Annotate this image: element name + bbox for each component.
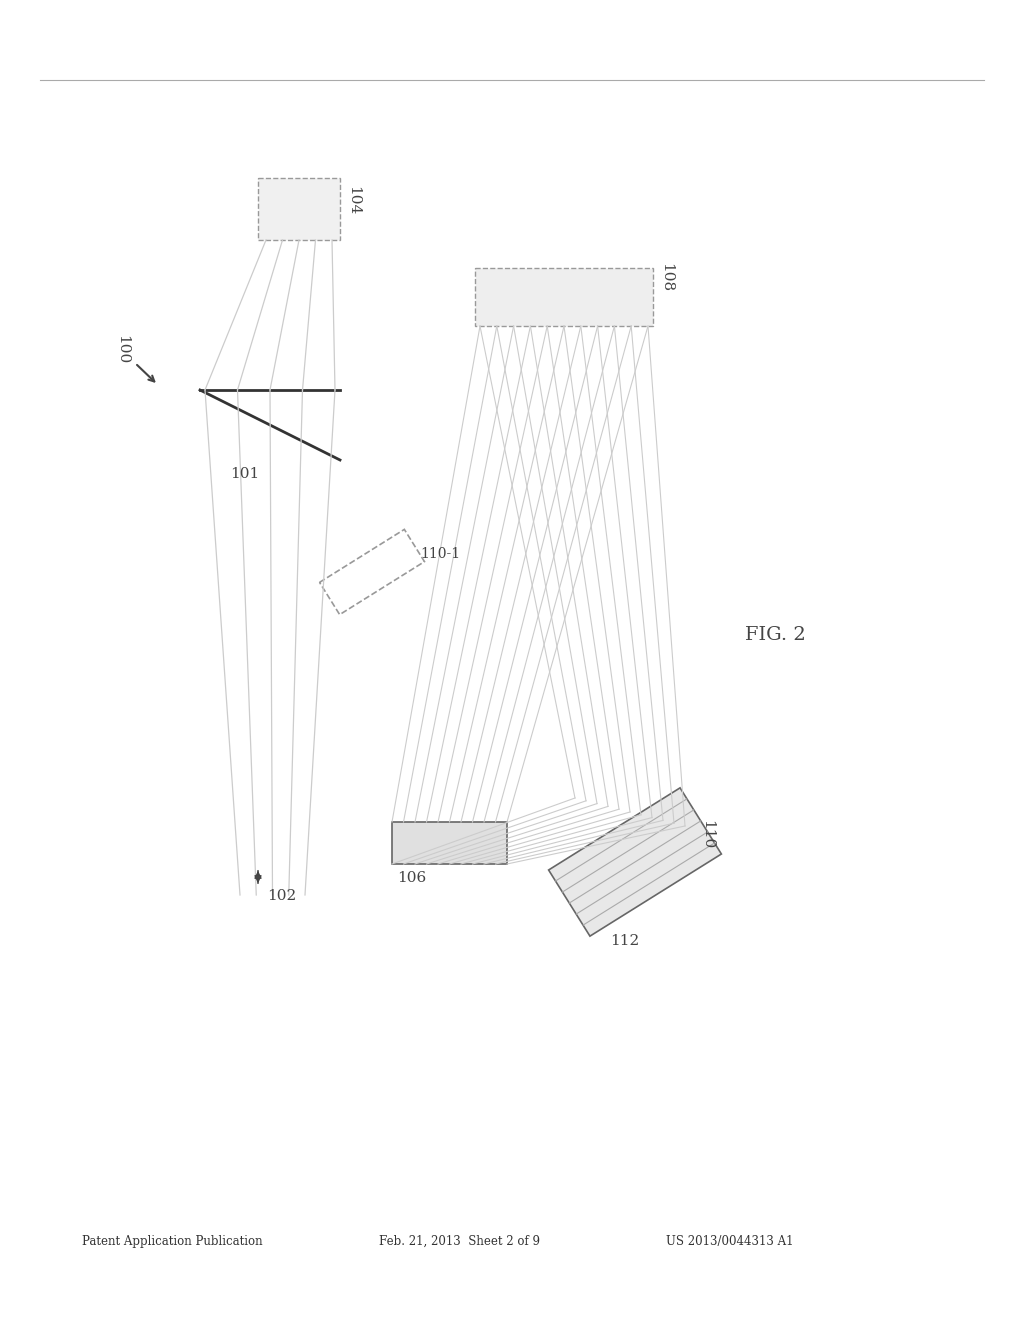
Text: 110-1: 110-1 (420, 546, 460, 561)
Text: 108: 108 (659, 263, 673, 292)
Text: 102: 102 (267, 888, 296, 903)
Text: 101: 101 (230, 467, 259, 480)
Polygon shape (549, 788, 721, 936)
Text: US 2013/0044313 A1: US 2013/0044313 A1 (666, 1236, 794, 1247)
Text: 110: 110 (700, 820, 714, 849)
Bar (258, 178, 340, 240)
Polygon shape (319, 529, 425, 615)
Bar (392, 822, 507, 865)
Text: FIG. 2: FIG. 2 (745, 626, 806, 644)
Text: 106: 106 (397, 871, 426, 884)
Bar (475, 268, 653, 326)
Text: 104: 104 (346, 186, 360, 215)
Text: 112: 112 (610, 935, 639, 948)
Text: 100: 100 (115, 335, 129, 364)
Text: Feb. 21, 2013  Sheet 2 of 9: Feb. 21, 2013 Sheet 2 of 9 (379, 1236, 540, 1247)
Text: Patent Application Publication: Patent Application Publication (82, 1236, 262, 1247)
